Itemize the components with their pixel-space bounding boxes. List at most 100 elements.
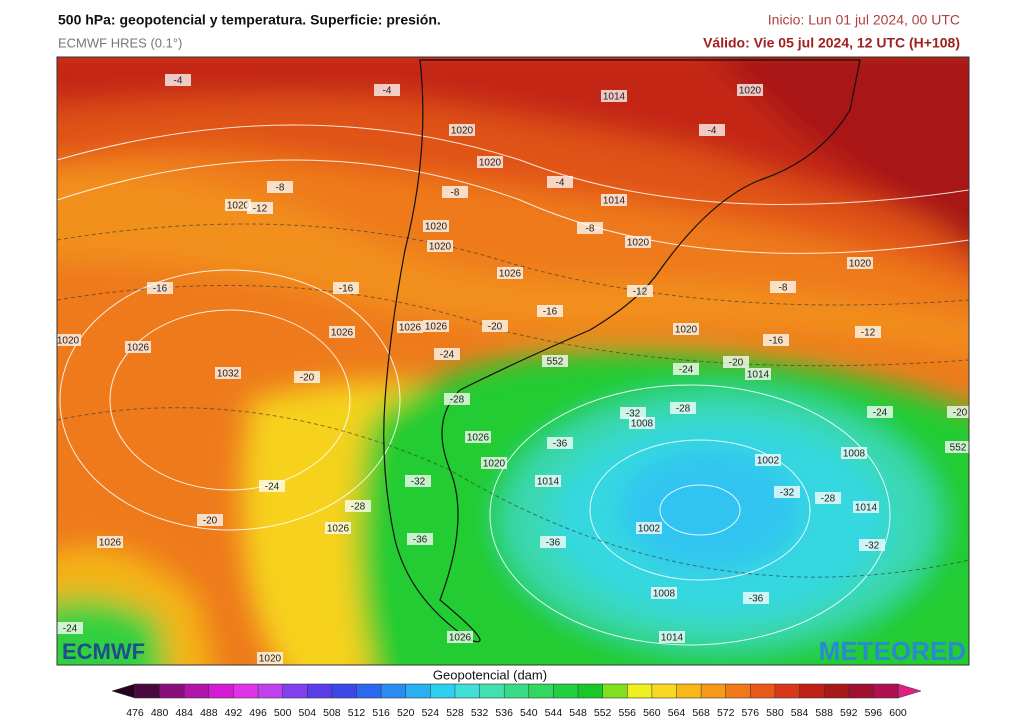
contour-label-box	[325, 522, 351, 534]
contour-label-box	[620, 407, 646, 419]
contour-label: 1008	[843, 449, 866, 460]
contour-label: -36	[553, 439, 568, 450]
valid-time: Válido: Vie 05 jul 2024, 12 UTC (H+108)	[703, 35, 960, 51]
contour-label-box	[225, 199, 251, 211]
contour-label-box	[345, 500, 371, 512]
contour-label-box	[259, 480, 285, 492]
contour-label: -24	[265, 482, 280, 493]
contour-label-box	[670, 402, 696, 414]
contour-label-box	[444, 393, 470, 405]
colorbar-bin	[184, 684, 210, 698]
contour-label: -8	[451, 188, 460, 199]
colorbar-tick-label: 572	[717, 707, 735, 719]
colorbar-tick-label: 556	[618, 707, 636, 719]
contour-label-box	[542, 355, 568, 367]
colorbar-tick-label: 544	[545, 707, 563, 719]
contour-label-box	[497, 267, 523, 279]
colorbar-tick-label: 580	[766, 707, 784, 719]
contour-label-box	[770, 281, 796, 293]
model-name: ECMWF HRES (0.1°)	[58, 35, 182, 50]
contour-label: 1014	[603, 92, 626, 103]
meteored-logo: METEORED	[819, 636, 966, 666]
contour-label: -8	[586, 224, 595, 235]
colorbar-tick-label: 564	[668, 707, 686, 719]
colorbar-tick-label: 576	[742, 707, 760, 719]
contour-label-box	[215, 367, 241, 379]
contour-label-box	[537, 305, 563, 317]
contour-label-box	[333, 282, 359, 294]
contour-label: 1020	[849, 259, 872, 270]
contour-label-box	[442, 186, 468, 198]
contour-label-box	[673, 363, 699, 375]
contour-label: 1026	[467, 433, 490, 444]
contour-label: 1020	[483, 459, 506, 470]
contour-label-box	[405, 475, 431, 487]
contour-label: 1020	[627, 238, 650, 249]
contour-label: -8	[276, 183, 285, 194]
contour-label-box	[547, 176, 573, 188]
contour-label: 1002	[757, 456, 780, 467]
contour-label: 1014	[537, 477, 560, 488]
contour-label: 1020	[739, 86, 762, 97]
colorbar-tick-label: 476	[126, 707, 144, 719]
contour-label-box	[57, 334, 81, 346]
colorbar-bin	[799, 684, 825, 698]
contour-label-box	[165, 74, 191, 86]
contour-label: 1020	[429, 242, 452, 253]
contour-label: -4	[383, 86, 392, 97]
contour-label: 1026	[331, 328, 354, 339]
contour-label: -16	[543, 307, 558, 318]
contour-label: -12	[861, 328, 876, 339]
contour-label-box	[636, 522, 662, 534]
contour-label-box	[659, 631, 685, 643]
colorbar-bin	[627, 684, 653, 698]
contour-label: -28	[450, 395, 465, 406]
contour-label-box	[627, 285, 653, 297]
ecmwf-logo: ECMWF	[62, 639, 145, 664]
contour-label: -24	[679, 365, 694, 376]
title: 500 hPa: geopotencial y temperatura. Sup…	[58, 12, 441, 28]
contour-label: 1026	[127, 343, 150, 354]
contour-label: 1020	[227, 201, 250, 212]
colorbar-bin	[381, 684, 407, 698]
contour-label: 1008	[653, 589, 676, 600]
contour-label: 1014	[747, 370, 770, 381]
colorbar-bin	[479, 684, 505, 698]
colorbar-bin	[774, 684, 800, 698]
contour-label: -32	[411, 477, 426, 488]
contour-label: 1020	[259, 654, 282, 665]
contour-label-box	[853, 501, 879, 513]
contour-label: 1020	[479, 158, 502, 169]
colorbar-tick-label: 520	[397, 707, 415, 719]
colorbar-tick-label: 552	[594, 707, 612, 719]
contour-label-box	[577, 222, 603, 234]
contour-label: 1008	[631, 419, 654, 430]
contour-label: 1020	[675, 325, 698, 336]
contour-label-box	[947, 406, 969, 418]
contour-label-box	[57, 622, 83, 634]
contour-label: 1014	[855, 503, 878, 514]
colorbar-tick-label: 524	[422, 707, 440, 719]
map-frame	[56, 56, 970, 666]
colorbar-bin	[553, 684, 579, 698]
colorbar-tick-label: 496	[249, 707, 267, 719]
contour-label: -4	[708, 126, 717, 137]
colorbar-bin	[651, 684, 677, 698]
contour-label-box	[745, 368, 771, 380]
contour-label-box	[629, 417, 655, 429]
colorbar-tick-label: 484	[175, 707, 193, 719]
contour-label-box	[867, 406, 893, 418]
contour-label-box	[601, 194, 627, 206]
colorbar-tick-label: 532	[471, 707, 489, 719]
colorbar-bin	[848, 684, 874, 698]
contour-label-box	[699, 124, 725, 136]
colorbar: 476 480 484 488 492 496 500 504 508 512 516 520 524 5…	[111, 683, 922, 719]
contour-label: -24	[440, 350, 455, 361]
colorbar-tick-label: 492	[225, 707, 243, 719]
colorbar-bin	[578, 684, 603, 698]
contour-label-box	[247, 202, 273, 214]
contour-label: -16	[339, 284, 354, 295]
contour-label: -36	[546, 538, 561, 549]
